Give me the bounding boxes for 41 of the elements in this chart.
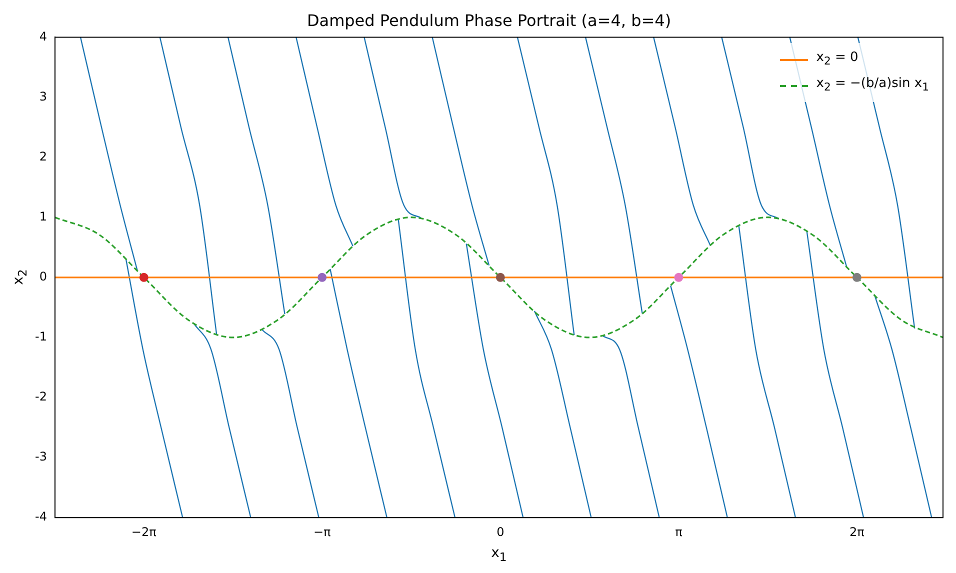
line-series (534, 310, 592, 518)
line-series (721, 37, 780, 220)
line-series (364, 37, 422, 219)
line-series (874, 295, 932, 518)
line-series (653, 37, 711, 246)
y-tick-label: -4 (34, 510, 47, 524)
line-series (159, 37, 218, 336)
line-series (193, 323, 252, 518)
y-tick-label: -2 (34, 390, 47, 404)
line-series (516, 37, 575, 336)
line-series (330, 268, 388, 518)
y-tick-label: -1 (34, 330, 47, 344)
chart-title: Damped Pendulum Phase Portrait (a=4, b=4) (306, 10, 672, 30)
y-tick-label: 2 (39, 149, 47, 164)
line-series (261, 329, 320, 518)
line-series (602, 335, 660, 518)
line-series (227, 37, 286, 315)
x-axis-title: x$_{1}$ (491, 545, 507, 564)
line-series (670, 285, 728, 518)
y-tick-label: 0 (39, 270, 47, 284)
line-series (296, 37, 354, 247)
line-series (398, 218, 456, 518)
line-series (738, 224, 796, 518)
y-tick-label: -3 (34, 450, 47, 464)
y-tick-label: 1 (39, 209, 47, 224)
x-tick-label: −π (313, 524, 331, 539)
legend-label: x$_{2}$ = 0 (816, 49, 858, 70)
legend-label: x$_{2}$ = −(b/a)sin x$_{1}$ (816, 74, 929, 96)
x-tick-label: 2π (849, 524, 864, 539)
line-series (584, 37, 643, 314)
line-series (806, 230, 864, 518)
line-series (125, 258, 184, 518)
line-series (466, 243, 524, 518)
x-tick-label: −2π (131, 524, 156, 539)
x-tick-label: 0 (496, 524, 504, 539)
line-series (80, 37, 138, 271)
y-tick-label: 4 (39, 29, 47, 44)
line-series (432, 37, 490, 266)
x-tick-label: π (675, 524, 682, 539)
line-series (54, 216, 943, 338)
y-tick-label: 3 (39, 89, 47, 104)
